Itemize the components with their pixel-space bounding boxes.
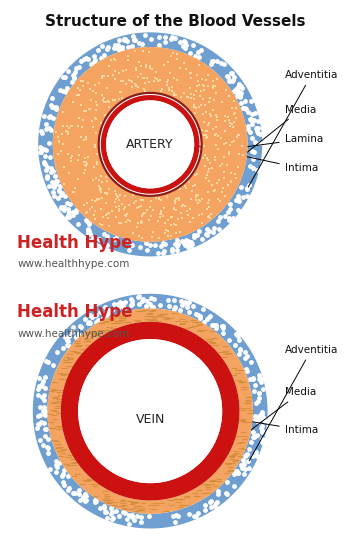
Text: Lamina: Lamina [202,134,323,153]
Circle shape [106,100,194,189]
Polygon shape [61,322,239,500]
Text: ARTERY: ARTERY [126,138,174,151]
Text: Media: Media [245,387,316,434]
Polygon shape [48,309,253,514]
Polygon shape [101,95,200,194]
Text: www.healthhype.com: www.healthhype.com [17,260,130,270]
Text: Health Hype: Health Hype [17,304,133,321]
Text: Intima: Intima [233,419,318,435]
Text: www.healthhype.com: www.healthhype.com [17,329,130,339]
Polygon shape [98,92,203,197]
Text: Media: Media [229,104,316,167]
Text: Structure of the Blood Vessels: Structure of the Blood Vessels [45,14,305,29]
Text: Health Hype: Health Hype [17,234,133,252]
Text: Intima: Intima [199,147,318,173]
Circle shape [78,339,222,483]
Polygon shape [53,47,247,242]
Polygon shape [33,294,267,529]
Text: Adventitia: Adventitia [249,345,338,461]
Polygon shape [38,32,262,256]
Text: Adventitia: Adventitia [248,70,338,187]
Text: VEIN: VEIN [135,412,165,426]
